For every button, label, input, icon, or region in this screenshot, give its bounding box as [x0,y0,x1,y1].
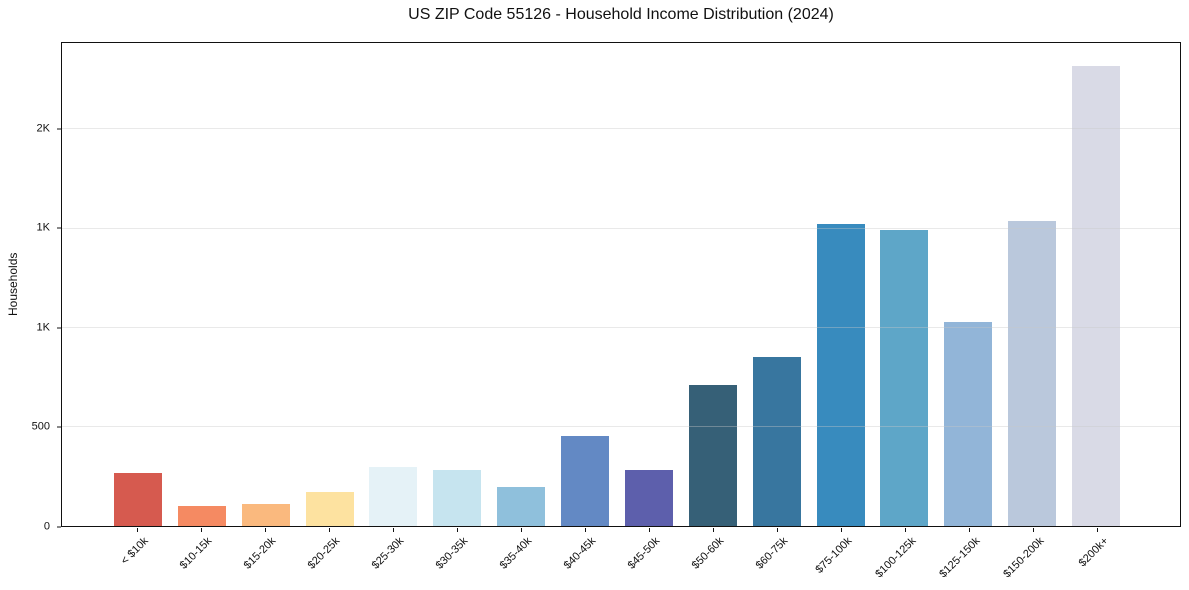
x-slot: $125-150k [937,527,1001,589]
y-tick-mark [57,426,61,428]
bar-series [106,43,1128,526]
x-slot: $40-45k [553,527,617,589]
bar-slot [1064,43,1128,526]
x-tick-mark [457,528,458,532]
x-tick-mark [1033,528,1034,532]
x-slot: $30-35k [425,527,489,589]
x-tick-label: $40-45k [561,535,599,572]
y-tick-mark [57,327,61,329]
x-tick-label: < $10k [118,535,151,568]
x-tick-mark [1097,528,1098,532]
bar-slot [745,43,809,526]
x-tick-label: $200k+ [1076,535,1111,570]
x-slot: $150-200k [1001,527,1065,589]
bar [177,506,226,526]
bar [497,487,546,526]
bar-slot [106,43,170,526]
x-tick-mark [713,528,714,532]
x-slot: < $10k [105,527,169,589]
x-tick-label: $15-20k [241,535,279,572]
x-tick-mark [969,528,970,532]
x-tick-label: $10-15k [177,535,215,572]
bar [305,492,354,526]
y-tick-label: 2K [36,122,50,135]
bar-slot [936,43,1000,526]
x-slot: $15-20k [233,527,297,589]
x-tick-mark [905,528,906,532]
x-slot: $50-60k [681,527,745,589]
x-slot: $25-30k [361,527,425,589]
x-slot: $35-40k [489,527,553,589]
x-slot: $20-25k [297,527,361,589]
bar [752,357,801,526]
x-slot: $75-100k [809,527,873,589]
x-tick-label: $100-125k [873,535,919,581]
bar [944,321,993,526]
bar [1072,66,1121,526]
bar [816,223,865,526]
x-tick-mark [649,528,650,532]
x-tick-mark [137,528,138,532]
bar [113,473,162,526]
bar-slot [1000,43,1064,526]
x-tick-mark [841,528,842,532]
bar [433,469,482,526]
x-axis: < $10k $10-15k $15-20k $20-25k $25-30k $30-35… [105,527,1129,589]
y-tick-mark [57,526,61,528]
x-slot: $45-50k [617,527,681,589]
bar-slot [681,43,745,526]
y-tick-mark [57,227,61,229]
x-tick-mark [329,528,330,532]
x-tick-mark [201,528,202,532]
bar-slot [234,43,298,526]
bar-slot [809,43,873,526]
plot-area [61,42,1181,527]
bar [241,504,290,526]
x-tick-mark [265,528,266,532]
x-tick-label: $20-25k [305,535,343,572]
x-tick-mark [393,528,394,532]
x-slot: $200k+ [1065,527,1129,589]
bar [1008,220,1057,526]
bar-slot [489,43,553,526]
bar-slot [298,43,362,526]
y-axis: 0 500 1K 1K 2K [0,42,61,532]
bar [688,385,737,526]
bar-slot [617,43,681,526]
x-tick-mark [585,528,586,532]
x-slot: $60-75k [745,527,809,589]
x-tick-label: $25-30k [369,535,407,572]
bar [369,466,418,526]
bar [561,435,610,526]
bar-slot [170,43,234,526]
x-tick-label: $75-100k [813,535,855,576]
x-tick-label: $150-200k [1001,535,1047,581]
x-slot: $100-125k [873,527,937,589]
bar-slot [362,43,426,526]
bar [880,229,929,526]
x-tick-label: $30-35k [433,535,471,572]
x-tick-mark [777,528,778,532]
x-slot: $10-15k [169,527,233,589]
bar-slot [873,43,937,526]
x-tick-label: $50-60k [689,535,727,572]
x-tick-label: $125-150k [937,535,983,581]
x-tick-label: $60-75k [753,535,791,572]
y-tick-label: 500 [31,420,50,433]
x-tick-label: $45-50k [625,535,663,572]
bar [624,469,673,526]
y-tick-label: 0 [43,520,50,533]
chart-title: US ZIP Code 55126 - Household Income Dis… [408,6,834,23]
x-tick-label: $35-40k [497,535,535,572]
bar-slot [425,43,489,526]
bar-slot [553,43,617,526]
y-tick-label: 1K [36,321,50,334]
x-tick-mark [521,528,522,532]
y-tick-mark [57,128,61,130]
y-tick-label: 1K [36,221,50,234]
